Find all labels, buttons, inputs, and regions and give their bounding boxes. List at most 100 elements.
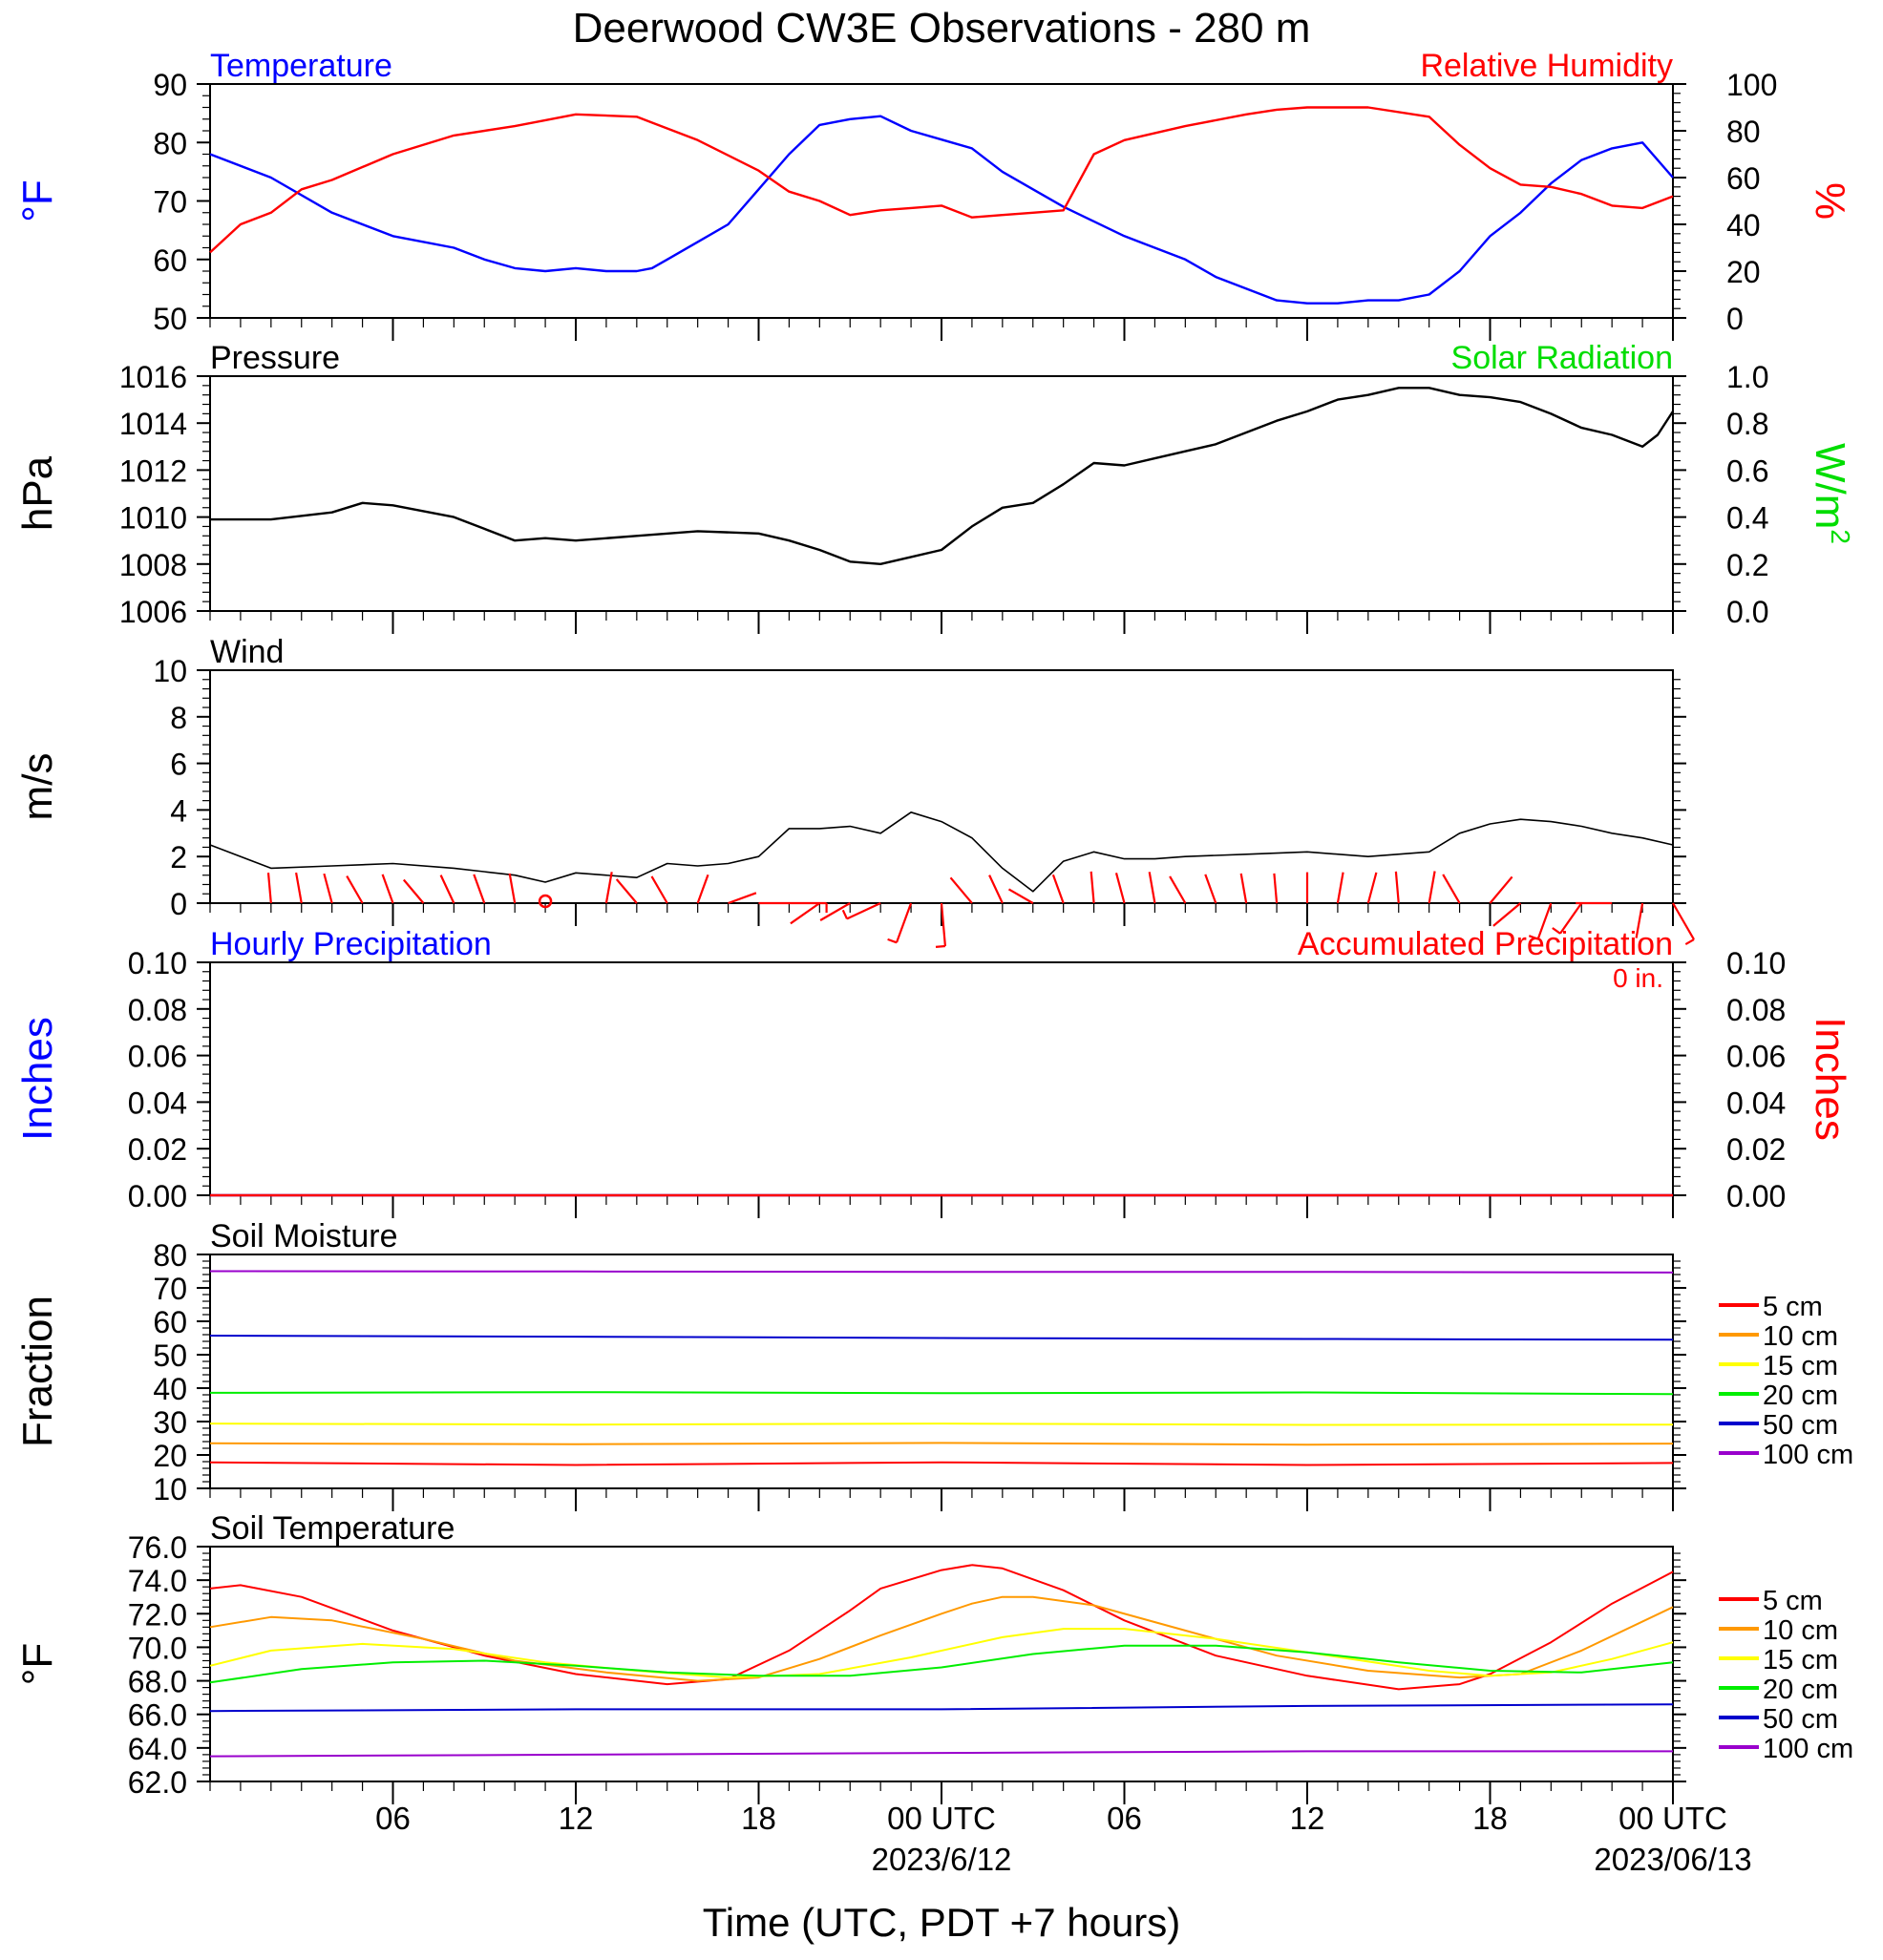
legend-label: 20 cm — [1763, 1380, 1838, 1411]
x-tick-label: 06 — [375, 1801, 411, 1836]
plot-frame — [209, 961, 1674, 1196]
y-tick-label: 70.0 — [128, 1631, 187, 1665]
wind-barb-calm — [538, 894, 553, 909]
y-axis-label-right: W/m2 — [1807, 443, 1855, 544]
y-tick-label: 1014 — [119, 407, 187, 441]
wind-barb — [508, 873, 517, 904]
y-axis-label: °F — [14, 1643, 61, 1685]
legend-label: 100 cm — [1763, 1440, 1853, 1470]
wind-barb — [1114, 873, 1126, 904]
series-line-5-cm — [209, 1564, 1674, 1691]
wind-barb — [1489, 875, 1513, 904]
y-right-tick-label: 60 — [1726, 161, 1761, 196]
y-tick-label: 80 — [153, 126, 187, 160]
x-tick-label: 12 — [559, 1801, 594, 1836]
y-axis-label: Inches — [14, 1017, 61, 1141]
series-line-relative-humidity — [209, 106, 1674, 254]
y-tick-label: 1012 — [119, 453, 187, 488]
series-line-20-cm — [209, 1644, 1674, 1684]
series-line-15-cm — [209, 1423, 1674, 1426]
panel-title: Hourly Precipitation — [210, 926, 492, 962]
y-tick-label: 80 — [153, 1238, 187, 1273]
x-tick-label: 12 — [1290, 1801, 1325, 1836]
y-right-tick-label: 0 — [1726, 302, 1744, 336]
wind-barb — [473, 874, 486, 904]
wind-barb — [819, 902, 851, 921]
wind-barb-flag — [1528, 935, 1539, 940]
wind-barb — [1366, 872, 1378, 904]
y-tick-label: 50 — [153, 1338, 187, 1373]
wind-barb — [949, 876, 973, 904]
y-tick-label: 2 — [170, 840, 187, 875]
y-tick-label: 74.0 — [128, 1564, 187, 1598]
y-right-tick-label: 0.2 — [1726, 548, 1768, 582]
x-axis-label: Time (UTC, PDT +7 hours) — [703, 1900, 1181, 1945]
wind-barb — [1536, 902, 1553, 939]
panel-wind: 0 2 4 6 8 10 Wind m/s — [14, 634, 1695, 948]
y-tick-label: 0.04 — [128, 1085, 187, 1120]
y-tick-label: 1016 — [119, 360, 187, 394]
y-tick-label: 60 — [153, 243, 187, 278]
legend-label: 15 cm — [1763, 1645, 1838, 1675]
y-right-tick-label: 80 — [1726, 115, 1761, 149]
y-tick-label: 1006 — [119, 595, 187, 629]
wind-barb — [1239, 873, 1248, 904]
wind-barb — [728, 892, 757, 905]
panel-title: Soil Temperature — [210, 1510, 455, 1547]
y-tick-label: 10 — [153, 654, 187, 688]
wind-barb — [323, 873, 333, 904]
wind-barb — [266, 873, 272, 904]
y-tick-label: 70 — [153, 185, 187, 220]
plot-frame — [209, 375, 1674, 612]
panel-title: Soil Moisture — [210, 1218, 398, 1254]
wind-barb — [940, 902, 946, 947]
wind-barb — [1273, 873, 1279, 904]
y-tick-label: 1010 — [119, 501, 187, 536]
wind-barb — [1204, 874, 1217, 904]
y-tick-label: 20 — [153, 1439, 187, 1473]
x-tick-label: 18 — [741, 1801, 776, 1836]
y-tick-label: 0.00 — [128, 1179, 187, 1213]
wind-barb — [439, 875, 455, 904]
series-line-10-cm — [209, 1595, 1674, 1682]
chart-title: Deerwood CW3E Observations - 280 m — [573, 5, 1311, 52]
y-tick-label: 50 — [153, 302, 187, 336]
legend-label: 10 cm — [1763, 1321, 1838, 1352]
wind-barb — [696, 874, 709, 904]
panel-title: Wind — [210, 634, 284, 670]
y-right-tick-label: 0.6 — [1726, 453, 1768, 488]
wind-barb-flag — [887, 938, 898, 944]
series-line-10-cm — [209, 1442, 1674, 1446]
wind-barb — [1169, 875, 1187, 904]
wind-barb — [1442, 874, 1461, 904]
legend-label: 100 cm — [1763, 1734, 1853, 1764]
series-line-100-cm — [209, 1270, 1674, 1274]
plot-frame — [209, 83, 1674, 319]
wind-barb — [1090, 871, 1095, 904]
y-tick-label: 10 — [153, 1472, 187, 1507]
accum-precip-total: 0 in. — [1613, 963, 1663, 993]
legend-label: 5 cm — [1763, 1586, 1823, 1616]
wind-barb — [1428, 871, 1436, 904]
wind-barb — [895, 902, 913, 943]
y-tick-label: 72.0 — [128, 1597, 187, 1632]
wind-barb — [604, 872, 613, 904]
y-tick-label: 68.0 — [128, 1665, 187, 1699]
legend-label: 5 cm — [1763, 1292, 1823, 1322]
y-axis-label-right-superscript: 2 — [1826, 529, 1855, 544]
wind-barb — [1051, 874, 1065, 904]
x-tick-label: 00 UTC — [1619, 1801, 1727, 1836]
panel-temp-rh: 50 60 70 80 90 0 20 40 60 80 100 Temperature Relativ… — [14, 48, 1853, 341]
y-axis-label-right-base: W/m — [1807, 443, 1853, 529]
y-right-tick-label: 20 — [1726, 255, 1761, 289]
legend-label: 50 cm — [1763, 1704, 1838, 1735]
y-right-tick-label: 0.00 — [1726, 1179, 1786, 1213]
y-tick-label: 60 — [153, 1305, 187, 1339]
series-line-wind — [209, 811, 1674, 893]
wind-barb — [381, 874, 394, 904]
y-axis-label: Fraction — [14, 1296, 61, 1447]
plot-frame — [209, 1546, 1674, 1782]
y-tick-label: 1008 — [119, 548, 187, 582]
